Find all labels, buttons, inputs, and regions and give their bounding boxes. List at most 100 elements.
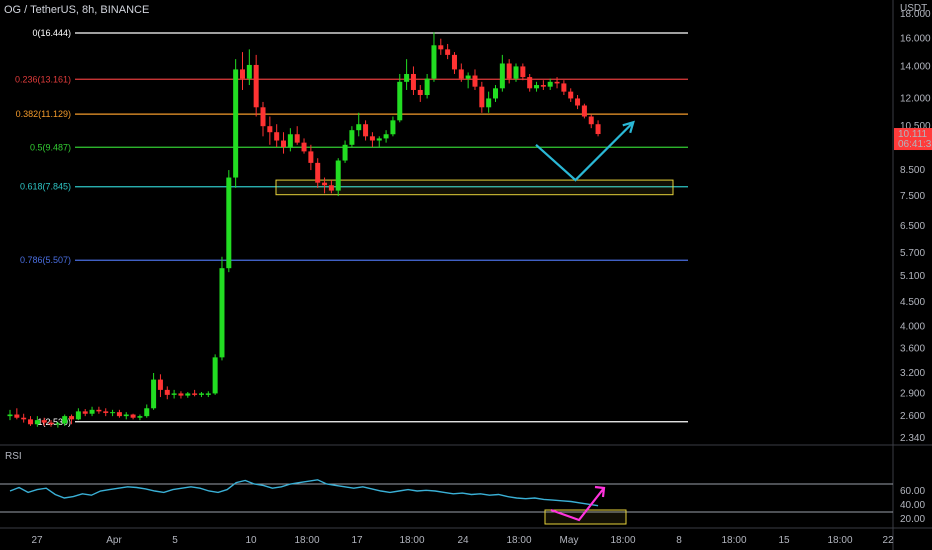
- candle-body: [575, 98, 581, 106]
- candle-body: [376, 138, 382, 141]
- candle-body: [219, 268, 225, 358]
- candle-body: [267, 126, 273, 133]
- candle-body: [89, 409, 95, 414]
- candle-body: [185, 393, 191, 396]
- candle-body: [479, 86, 485, 108]
- candle-body: [205, 393, 211, 395]
- time-tick-label: 18:00: [399, 535, 424, 546]
- candle-body: [356, 124, 362, 131]
- time-tick-label: 27: [31, 535, 43, 546]
- candle-body: [171, 393, 177, 395]
- rsi-tick-label: 60.00: [900, 486, 925, 497]
- candle-body: [28, 419, 34, 425]
- candle-body: [520, 66, 526, 78]
- time-tick-label: 18:00: [721, 535, 746, 546]
- candle-body: [349, 130, 355, 145]
- price-tick-label: 14.000: [900, 61, 931, 72]
- candle-body: [239, 69, 245, 79]
- candle-body: [116, 412, 122, 417]
- candle-body: [287, 134, 293, 147]
- candle-body: [274, 132, 280, 141]
- candle-body: [438, 45, 444, 50]
- last-price-countdown: 06:41:35: [898, 139, 932, 150]
- candle-body: [253, 64, 259, 108]
- rsi-projection-arrowhead: [594, 485, 606, 498]
- price-tick-label: 4.500: [900, 297, 925, 308]
- candle-body: [62, 416, 68, 424]
- candle-body: [417, 89, 423, 96]
- candle-body: [561, 83, 567, 92]
- price-tick-label: 18.000: [900, 9, 931, 20]
- candle-body: [21, 417, 27, 420]
- candle-body: [451, 54, 457, 70]
- price-scale-unit: USDT: [900, 3, 927, 14]
- time-tick-label: 15: [778, 535, 790, 546]
- candle-body: [233, 69, 239, 178]
- price-tick-label: 6.500: [900, 221, 925, 232]
- candle-body: [472, 75, 478, 87]
- candle-body: [55, 423, 61, 425]
- candle-body: [390, 120, 396, 135]
- candle-body: [281, 140, 287, 147]
- candle-body: [342, 144, 348, 161]
- candle-body: [588, 116, 594, 125]
- candle-body: [75, 411, 81, 420]
- price-tick-label: 7.500: [900, 191, 925, 202]
- rsi-tick-label: 40.00: [900, 500, 925, 511]
- candle-body: [41, 420, 47, 423]
- candle-body: [123, 414, 129, 417]
- fib-level-label: 0.786(5.507): [20, 255, 71, 265]
- candle-body: [7, 414, 13, 417]
- fib-level-label: 0.618(7.845): [20, 182, 71, 192]
- fib-level-label: 1(2.530): [37, 417, 71, 427]
- candle-body: [151, 379, 157, 409]
- candle-body: [137, 416, 143, 418]
- candle-body: [513, 66, 519, 79]
- candle-body: [492, 88, 498, 99]
- candle-body: [431, 45, 437, 79]
- candle-body: [82, 411, 88, 414]
- candle-body: [212, 357, 218, 394]
- candle-body: [164, 389, 170, 395]
- candle-body: [96, 409, 102, 412]
- time-tick-label: 8: [676, 535, 682, 546]
- candle-body: [301, 142, 307, 152]
- candle-body: [404, 73, 410, 82]
- candle-body: [397, 81, 403, 121]
- support-zone: [275, 179, 674, 196]
- candle-body: [315, 162, 321, 183]
- time-tick-label: 18:00: [827, 535, 852, 546]
- projection-arrowhead: [622, 120, 635, 134]
- price-tick-label: 5.700: [900, 248, 925, 259]
- candle-body: [14, 414, 20, 418]
- candle-body: [581, 105, 587, 117]
- candle-body: [48, 422, 54, 425]
- price-tick-label: 8.500: [900, 165, 925, 176]
- candle-body: [383, 134, 389, 139]
- candle-body: [178, 393, 184, 396]
- fib-level-label: 0(16.444): [32, 28, 71, 38]
- candle-body: [369, 136, 375, 141]
- price-tick-label: 5.100: [900, 271, 925, 282]
- candle-body: [226, 177, 232, 269]
- candle-body: [506, 63, 512, 79]
- time-tick-label: 17: [351, 535, 363, 546]
- time-tick-label: 22: [882, 535, 894, 546]
- price-tick-label: 3.200: [900, 368, 925, 379]
- price-tick-label: 4.000: [900, 322, 925, 333]
- projection-path: [535, 121, 635, 182]
- candle-body: [499, 63, 505, 89]
- candle-body: [410, 73, 416, 90]
- candle-body: [192, 393, 198, 395]
- candle-body: [547, 81, 553, 87]
- fib-level-label: 0.236(13.161): [15, 74, 71, 84]
- candle-body: [144, 408, 150, 417]
- price-tick-label: 10.500: [900, 121, 931, 132]
- time-tick-label: 5: [172, 535, 178, 546]
- last-price-value: 10.111: [898, 129, 928, 140]
- time-tick-label: 18:00: [506, 535, 531, 546]
- candle-body: [445, 49, 451, 55]
- candle-body: [595, 124, 601, 135]
- price-tick-label: 2.340: [900, 433, 925, 444]
